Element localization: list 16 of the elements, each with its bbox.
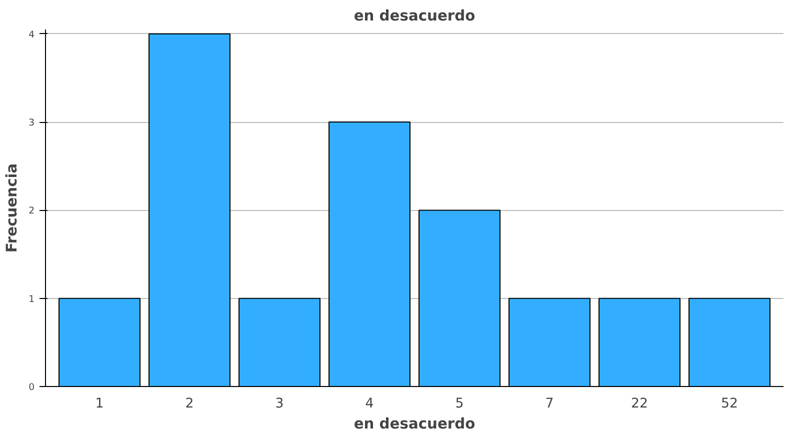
y-tick-label: 4 bbox=[28, 29, 35, 40]
x-tick-label: 4 bbox=[365, 396, 374, 412]
x-tick-label: 22 bbox=[631, 396, 648, 412]
y-tick-label: 0 bbox=[28, 382, 35, 393]
x-tick-label: 5 bbox=[455, 396, 464, 412]
x-tick-label: 3 bbox=[275, 396, 284, 412]
x-axis-title: en desacuerdo bbox=[354, 416, 476, 432]
y-tick-label: 3 bbox=[28, 118, 35, 129]
x-tick-label: 52 bbox=[721, 396, 738, 412]
y-tick-label: 2 bbox=[28, 206, 35, 217]
chart-title: en desacuerdo bbox=[354, 8, 476, 24]
x-tick-label: 1 bbox=[95, 396, 104, 412]
x-tick-label: 2 bbox=[185, 396, 194, 412]
y-axis-title: Frecuencia bbox=[4, 163, 21, 253]
x-tick-label: 7 bbox=[545, 396, 554, 412]
y-tick-label: 1 bbox=[28, 294, 35, 305]
